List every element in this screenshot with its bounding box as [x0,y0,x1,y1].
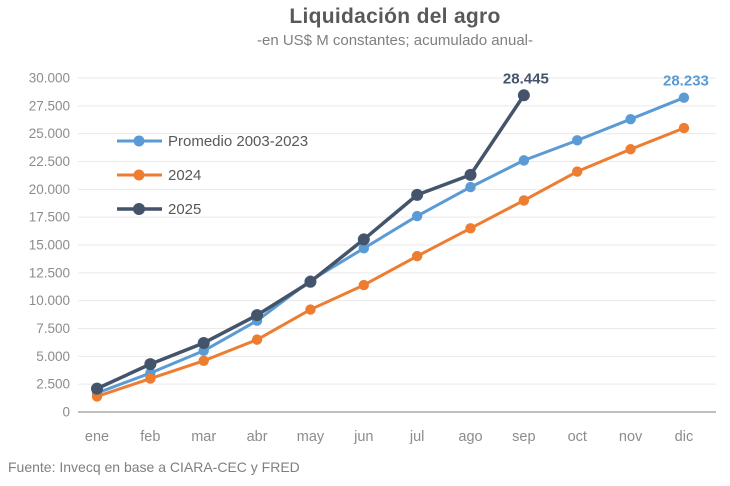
chart-subtitle: -en US$ M constantes; acumulado anual- [257,32,533,49]
data-point-marker [91,382,103,395]
data-point-marker [358,279,369,291]
data-point-marker [465,223,476,234]
y-axis-tick-label: 15.000 [29,238,70,253]
x-axis-label: sep [512,429,535,445]
data-point-marker [518,195,530,206]
chart-title: Liquidación del agro [289,5,501,28]
y-axis-tick-label: 5.000 [36,349,70,364]
x-axis-label: nov [619,429,643,445]
y-axis-tick-label: 2.500 [36,377,70,392]
series-line-2024 [95,126,686,398]
legend-marker-orange-line-icon [117,169,162,181]
x-axis-label: jul [409,429,425,445]
x-axis-label: may [297,429,325,445]
x-axis-label: feb [140,429,160,445]
y-axis-tick-label: 25.000 [29,126,70,141]
y-axis-tick-label: 12.500 [29,265,70,280]
data-label: 28.445 [503,70,549,87]
legend-label: Promedio 2003-2023 [168,132,309,150]
data-point-marker [517,89,530,102]
data-point-marker [625,144,636,155]
data-point-marker [145,373,156,384]
data-point-marker [357,233,370,246]
data-point-marker [304,275,317,288]
y-axis-tick-label: 17.500 [29,210,70,225]
x-axis-label: ago [458,429,482,445]
y-axis-tick-label: 20.000 [29,182,70,197]
x-axis-label: abr [247,429,268,445]
data-point-marker [358,243,369,254]
legend-item-2024: 2024 [116,158,308,192]
legend-label: 2024 [168,166,202,184]
legend-marker-navy-line-icon [117,203,162,215]
data-point-marker [251,334,263,345]
y-axis-tick-label: 27.500 [29,98,70,113]
x-axis-label: mar [191,429,216,445]
data-point-marker [251,309,264,322]
data-point-marker [572,135,583,146]
x-axis-label: ene [85,429,109,445]
y-axis-tick-label: 22.500 [29,154,70,169]
data-point-marker [411,188,424,201]
series-line-Promedio 2003-2023 [95,96,686,395]
legend-marker-blue-line-icon [117,135,162,147]
legend: Promedio 2003-2023 2024 2025 [116,124,308,226]
y-axis-tick-label: 7.500 [36,321,70,336]
data-point-marker [678,92,690,103]
data-point-marker [411,250,423,262]
x-axis-label: oct [568,429,587,445]
data-point-marker [678,122,690,134]
y-axis-tick-label: 10.000 [29,293,70,308]
x-axis-label: jun [353,429,373,445]
data-point-marker [305,304,316,315]
legend-label: 2025 [168,200,202,218]
data-point-marker [411,210,423,222]
legend-item-2025: 2025 [116,192,308,226]
y-axis-tick-label: 0 [62,405,70,420]
data-point-marker [625,113,636,125]
y-axis-tick-label: 30.000 [29,71,70,86]
legend-item-promedio-2003-2023: Promedio 2003-2023 [116,124,308,158]
data-point-marker [198,355,209,366]
data-point-marker [464,168,477,181]
data-point-marker [572,166,583,177]
data-label: 28.233 [663,73,709,90]
data-point-marker [465,181,476,193]
data-point-marker [144,358,157,371]
data-point-marker [197,336,210,349]
source-note: Fuente: Invecq en base a CIARA-CEC y FRE… [8,459,300,475]
data-point-marker [518,155,530,166]
x-axis-label: dic [675,429,694,445]
